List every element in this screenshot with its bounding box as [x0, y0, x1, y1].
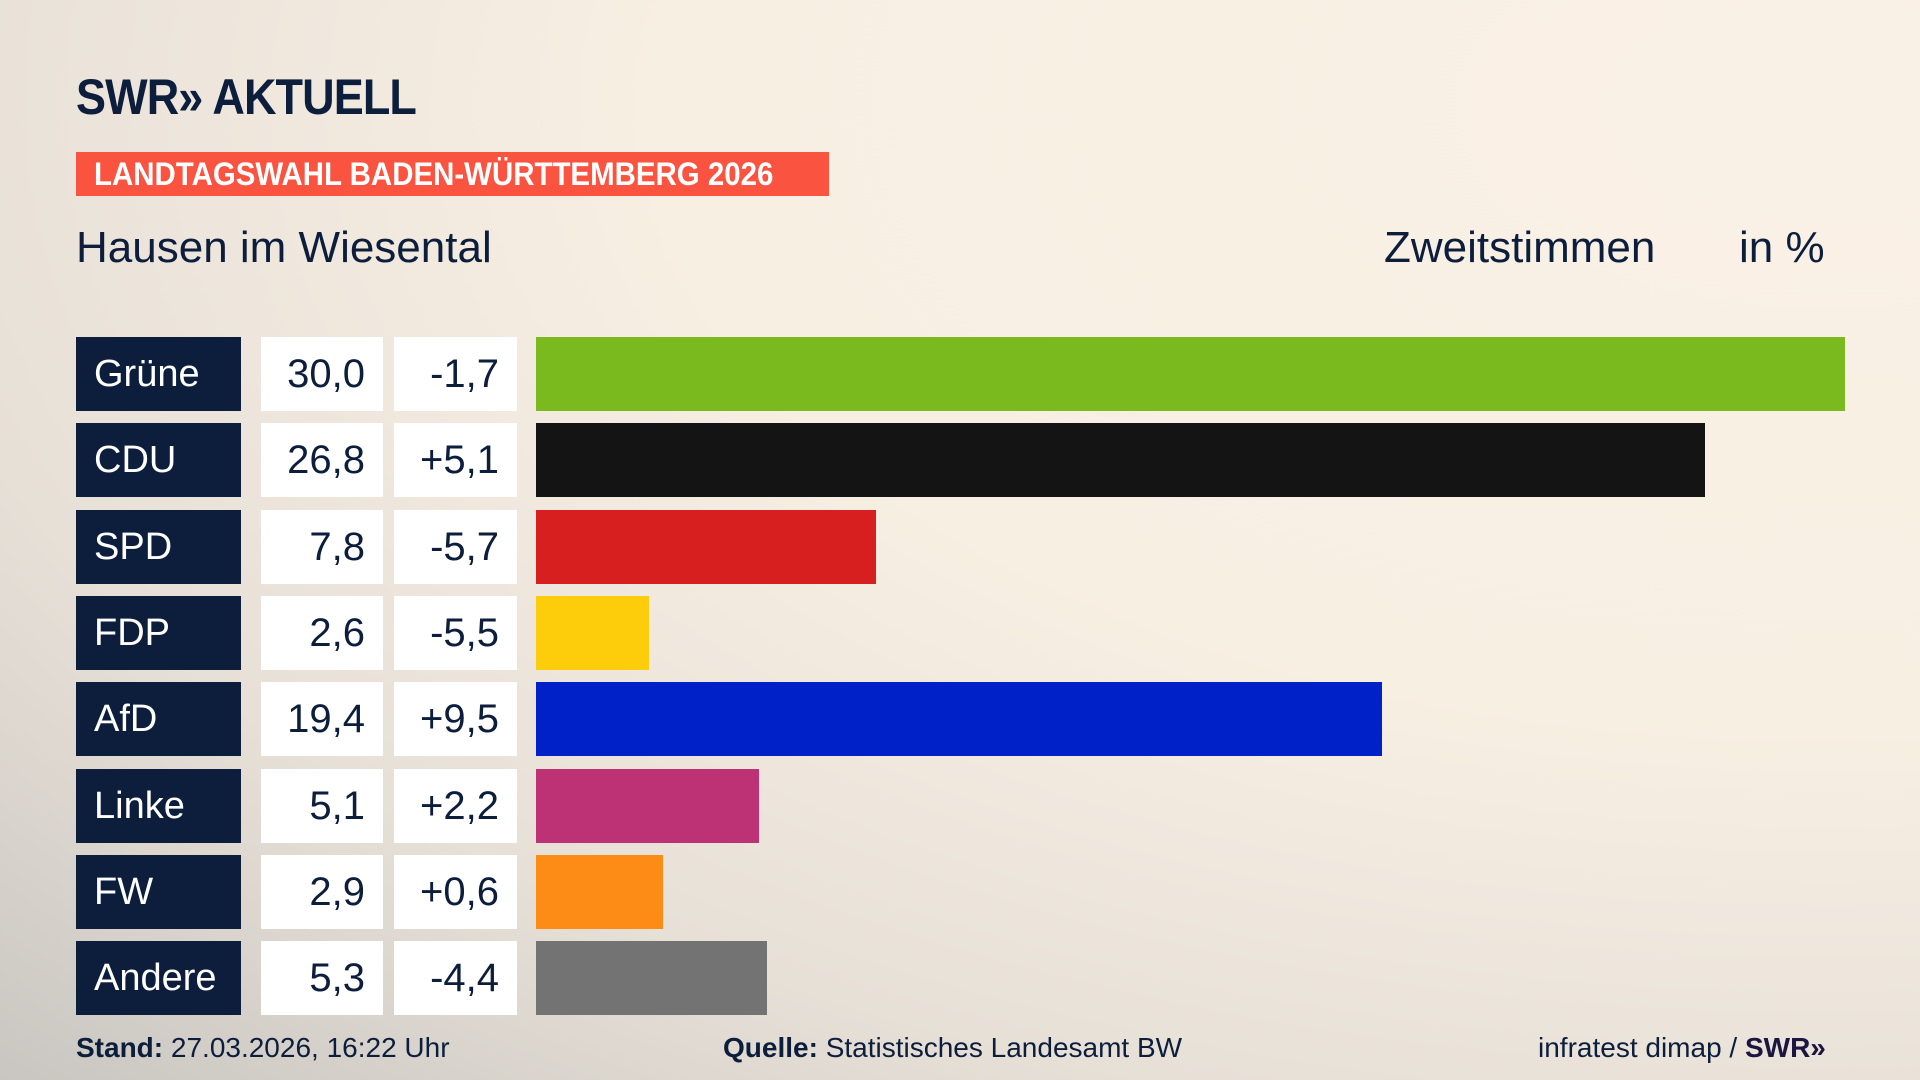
party-label: Andere [76, 941, 241, 1016]
vote-share: 5,1 [261, 768, 383, 843]
vote-change: -5,7 [394, 509, 517, 584]
vote-share: 26,8 [261, 423, 383, 498]
bar [536, 682, 1383, 757]
unit-label: in % [1739, 223, 1825, 272]
vote-change: -5,5 [394, 595, 517, 670]
bar [536, 595, 650, 670]
bar [536, 854, 663, 929]
bar [536, 509, 877, 584]
party-label: AfD [76, 682, 241, 757]
bar [536, 768, 759, 843]
vote-share: 19,4 [261, 682, 383, 757]
party-label: FW [76, 854, 241, 929]
stand-label: Stand: [76, 1032, 164, 1063]
vote-share: 5,3 [261, 941, 383, 1016]
swr-logo: SWR» [1744, 1032, 1826, 1063]
election-banner: LANDTAGSWAHL BADEN-WÜRTTEMBERG 2026 [76, 152, 829, 196]
party-label: Grüne [76, 337, 241, 411]
stand-value: 27.03.2026, 16:22 Uhr [170, 1032, 450, 1063]
vote-share: 2,6 [261, 595, 383, 670]
party-label: SPD [76, 509, 241, 584]
vote-change: +2,2 [394, 768, 517, 843]
vote-share: 2,9 [261, 854, 383, 929]
banner-text: LANDTAGSWAHL BADEN-WÜRTTEMBERG 2026 [94, 156, 774, 192]
bar [536, 337, 1845, 411]
bar [536, 423, 1706, 498]
party-label: CDU [76, 423, 241, 498]
swr-aktuell-logo: SWR» AKTUELL [76, 69, 417, 125]
credit-text: infratest dimap / [1538, 1032, 1745, 1063]
location-title: Hausen im Wiesental [76, 223, 492, 272]
vote-change: +5,1 [394, 423, 517, 498]
source-label: Quelle: [723, 1032, 818, 1063]
party-label: Linke [76, 768, 241, 843]
vote-share: 7,8 [261, 509, 383, 584]
source: Quelle: Statistisches Landesamt BW [723, 1030, 1182, 1066]
vote-change: -1,7 [394, 337, 517, 411]
vote-change: +0,6 [394, 854, 517, 929]
source-value: Statistisches Landesamt BW [825, 1032, 1183, 1063]
vote-change: -4,4 [394, 941, 517, 1016]
timestamp: Stand: 27.03.2026, 16:22 Uhr [76, 1030, 450, 1066]
bar [536, 941, 768, 1016]
party-label: FDP [76, 595, 241, 670]
credit: infratest dimap / SWR» [1538, 1030, 1826, 1066]
vote-type-label: Zweitstimmen [1384, 223, 1656, 272]
vote-share: 30,0 [261, 337, 383, 411]
vote-change: +9,5 [394, 682, 517, 757]
